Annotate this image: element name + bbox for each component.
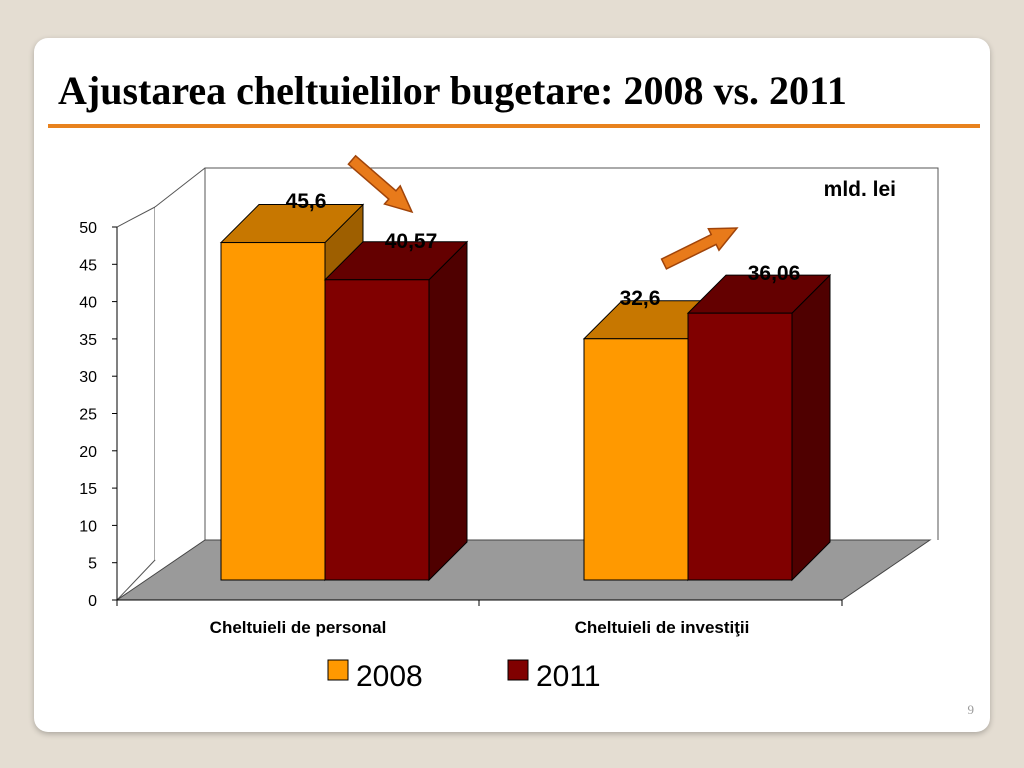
y-tick-label: 30	[79, 369, 97, 386]
legend-label-2011: 2011	[536, 660, 601, 693]
bar-side-2011-2	[791, 273, 831, 582]
y-tick-label: 50	[79, 220, 97, 237]
bar-side-2011-1	[428, 240, 468, 582]
bar-2008-1	[220, 242, 326, 581]
y-tick-label: 0	[88, 593, 97, 610]
data-label-2008-2: 32,6	[620, 287, 661, 310]
y-tick-label: 20	[79, 444, 97, 461]
data-label-2008-1: 45,6	[286, 190, 327, 213]
bar-2011-2	[687, 312, 793, 581]
wall-top-edge	[154, 167, 206, 208]
unit-label: mld. lei	[824, 178, 896, 201]
category-label-1: Cheltuieli de personal	[210, 618, 387, 637]
legend-swatch-2008	[327, 659, 349, 681]
slide-title: Ajustarea cheltuielilor bugetare: 2008 v…	[58, 68, 847, 113]
data-label-2011-2: 36,06	[748, 262, 801, 285]
bar-2008-2	[583, 338, 689, 581]
arrow-up-icon	[660, 227, 739, 270]
y-tick-label: 10	[79, 518, 97, 535]
y-tick-label: 15	[79, 481, 97, 498]
bar-2011-1	[324, 279, 430, 581]
category-label-2: Cheltuieli de investiţii	[575, 618, 750, 637]
y-tick-label: 35	[79, 332, 97, 349]
y-tick-label: 40	[79, 295, 97, 312]
y-tick-label: 45	[79, 257, 97, 274]
back-wall-edge	[204, 167, 939, 540]
title-divider	[48, 124, 980, 128]
legend-swatch-2011	[507, 659, 529, 681]
legend-label-2008: 2008	[356, 660, 423, 693]
data-label-2011-1: 40,57	[385, 230, 438, 253]
side-wall	[116, 206, 156, 602]
arrow-down-icon	[347, 154, 414, 214]
y-tick-label: 5	[88, 556, 97, 573]
slide-number: 9	[967, 702, 975, 717]
y-tick-label: 25	[79, 407, 97, 424]
